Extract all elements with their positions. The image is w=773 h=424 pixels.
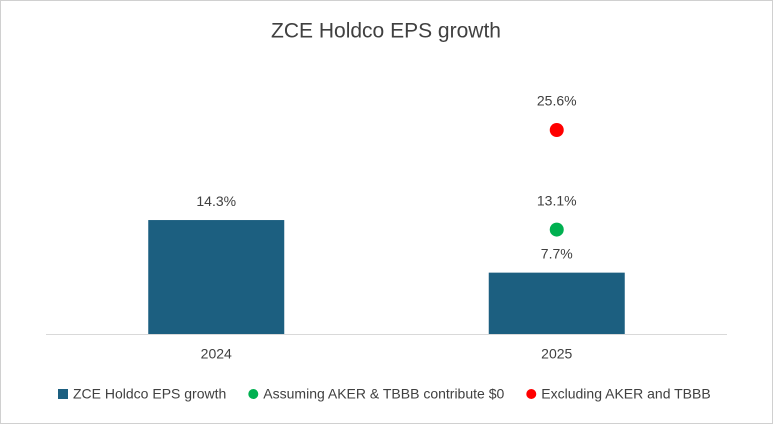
data-label: 13.1%: [537, 192, 577, 208]
chart-title: ZCE Holdco EPS growth: [271, 20, 501, 43]
legend-swatch: [58, 389, 68, 399]
x-tick-label: 2024: [201, 346, 232, 362]
x-tick-label: 2025: [541, 346, 572, 362]
legend-label: ZCE Holdco EPS growth: [73, 386, 226, 402]
legend-swatch: [526, 389, 537, 399]
legend-label: Assuming AKER & TBBB contribute $0: [263, 386, 504, 402]
data-label: 14.3%: [196, 193, 236, 209]
data-label: 25.6%: [537, 93, 577, 109]
bar: [488, 272, 625, 334]
dot: [549, 222, 564, 237]
legend-swatch: [248, 389, 259, 399]
bar: [148, 220, 285, 334]
data-label: 7.7%: [541, 245, 573, 261]
dot: [549, 123, 564, 137]
legend-label: Excluding AKER and TBBB: [541, 386, 710, 402]
